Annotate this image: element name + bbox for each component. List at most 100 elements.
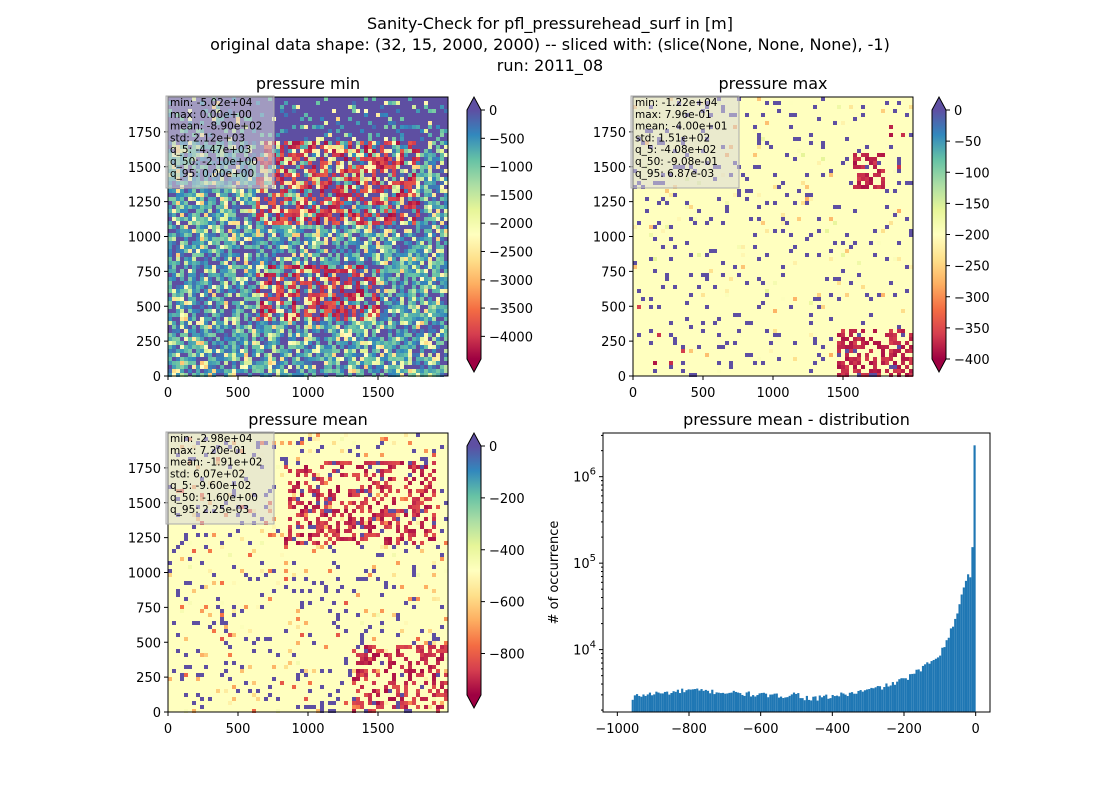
heatmap-cell xyxy=(689,325,693,329)
heatmap-cell xyxy=(280,357,284,361)
heatmap-cell xyxy=(352,169,356,173)
heatmap-cell xyxy=(348,345,352,349)
heatmap-cell xyxy=(308,589,312,593)
heatmap-cell xyxy=(436,225,440,229)
heatmap-cell xyxy=(428,529,432,533)
heatmap-cell xyxy=(681,345,685,349)
heatmap-cell xyxy=(288,517,292,521)
heatmap-cell xyxy=(192,329,196,333)
heatmap-cell xyxy=(172,217,176,221)
heatmap-cell xyxy=(424,657,428,661)
heatmap-cell xyxy=(356,173,360,177)
colorbar-tick-label: 0 xyxy=(489,104,497,119)
heatmap-cell xyxy=(176,341,180,345)
heatmap-cell xyxy=(284,193,288,197)
heatmap-cell xyxy=(905,341,909,345)
heatmap-cell xyxy=(308,689,312,693)
heatmap-cell xyxy=(264,221,268,225)
heatmap-cell xyxy=(440,657,444,661)
heatmap-cell xyxy=(384,313,388,317)
heatmap-cell xyxy=(396,705,400,709)
heatmap-cell xyxy=(356,453,360,457)
heatmap-cell xyxy=(252,273,256,277)
heatmap-cell xyxy=(737,273,741,277)
heatmap-cell xyxy=(849,181,853,185)
heatmap-cell xyxy=(440,289,444,293)
heatmap-cell xyxy=(292,125,296,129)
heatmap-cell xyxy=(244,193,248,197)
heatmap-cell xyxy=(857,261,861,265)
heatmap-cell xyxy=(296,353,300,357)
heatmap-cell xyxy=(336,357,340,361)
heatmap-cell xyxy=(841,241,845,245)
heatmap-cell xyxy=(244,349,248,353)
heatmap-cell xyxy=(296,305,300,309)
heatmap-cell xyxy=(276,329,280,333)
heatmap-cell xyxy=(845,345,849,349)
heatmap-cell xyxy=(392,137,396,141)
heatmap-cell xyxy=(296,317,300,321)
heatmap-cell xyxy=(236,197,240,201)
heatmap-cell xyxy=(392,477,396,481)
heatmap-cell xyxy=(312,533,316,537)
heatmap-cell xyxy=(308,305,312,309)
heatmap-cell xyxy=(713,321,717,325)
heatmap-cell xyxy=(336,689,340,693)
heatmap-cell xyxy=(300,197,304,201)
heatmap-cell xyxy=(236,349,240,353)
heatmap-cell xyxy=(340,585,344,589)
heatmap-cell xyxy=(256,265,260,269)
heatmap-cell xyxy=(284,545,288,549)
heatmap-cell xyxy=(436,217,440,221)
heatmap-cell xyxy=(232,353,236,357)
heatmap-cell xyxy=(733,341,737,345)
heatmap-cell xyxy=(204,533,208,537)
heatmap-cell xyxy=(184,233,188,237)
heatmap-cell xyxy=(288,213,292,217)
heatmap-cell xyxy=(232,245,236,249)
heatmap-cell xyxy=(396,653,400,657)
heatmap-cell xyxy=(877,341,881,345)
heatmap-cell xyxy=(240,353,244,357)
heatmap-cell xyxy=(356,265,360,269)
heatmap-cell xyxy=(340,517,344,521)
heatmap-cell xyxy=(408,321,412,325)
heatmap-cell xyxy=(432,225,436,229)
heatmap-cell xyxy=(260,309,264,313)
heatmap-cell xyxy=(176,353,180,357)
heatmap-cell xyxy=(793,157,797,161)
heatmap-cell xyxy=(228,677,232,681)
heatmap-cell xyxy=(352,265,356,269)
heatmap-cell xyxy=(304,333,308,337)
heatmap-cell xyxy=(432,289,436,293)
heatmap-cell xyxy=(416,369,420,373)
heatmap-cell xyxy=(384,345,388,349)
heatmap-cell xyxy=(356,353,360,357)
heatmap-cell xyxy=(428,353,432,357)
heatmap-cell xyxy=(212,217,216,221)
heatmap-cell xyxy=(432,469,436,473)
heatmap-cell xyxy=(320,165,324,169)
heatmap-cell xyxy=(841,337,845,341)
heatmap-cell xyxy=(420,649,424,653)
heatmap-cell xyxy=(408,265,412,269)
heatmap-cell xyxy=(384,521,388,525)
heatmap-cell xyxy=(324,481,328,485)
heatmap-cell xyxy=(172,269,176,273)
heatmap-cell xyxy=(436,345,440,349)
heatmap-cell xyxy=(412,533,416,537)
heatmap-cell xyxy=(432,185,436,189)
heatmap-cell xyxy=(364,497,368,501)
heatmap-cell xyxy=(300,365,304,369)
heatmap-cell xyxy=(653,361,657,365)
heatmap-cell xyxy=(396,205,400,209)
heatmap-cell xyxy=(340,321,344,325)
heatmap-cell xyxy=(372,141,376,145)
heatmap-cell xyxy=(212,333,216,337)
heatmap-cell xyxy=(853,337,857,341)
heatmap-cell xyxy=(412,313,416,317)
heatmap-cell xyxy=(328,217,332,221)
heatmap-cell xyxy=(180,373,184,377)
heatmap-cell xyxy=(424,181,428,185)
heatmap-cell xyxy=(400,345,404,349)
